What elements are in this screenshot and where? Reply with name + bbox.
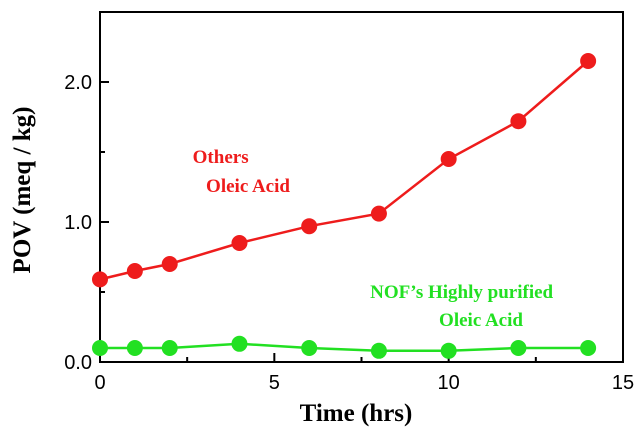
data-point-s0 bbox=[580, 53, 597, 69]
data-point-s1 bbox=[301, 340, 318, 356]
axis-ticks bbox=[99, 11, 624, 363]
data-point-s1 bbox=[510, 340, 527, 356]
data-point-s0 bbox=[440, 151, 457, 167]
series-label-others-line2: Oleic Acid bbox=[206, 176, 290, 197]
data-point-s0 bbox=[370, 205, 387, 222]
x-tick-labels: 0 5 10 15 bbox=[94, 372, 634, 394]
x-tick-label: 0 bbox=[94, 372, 105, 394]
data-point-s1 bbox=[92, 340, 108, 356]
x-axis-title: Time (hrs) bbox=[300, 400, 413, 427]
y-axis-title: POV (meq / kg) bbox=[9, 107, 36, 274]
y-tick-label: 1.0 bbox=[64, 212, 92, 234]
data-point-s0 bbox=[92, 271, 108, 288]
series-lines bbox=[99, 60, 589, 353]
data-point-s1 bbox=[231, 335, 248, 352]
data-point-s0 bbox=[510, 113, 527, 130]
data-point-s1 bbox=[126, 340, 143, 356]
data-point-s1 bbox=[370, 342, 387, 359]
series-label-nof-line1: NOF’s Highly purified bbox=[370, 282, 553, 303]
data-point-s1 bbox=[440, 342, 457, 359]
data-point-s0 bbox=[126, 263, 143, 279]
data-point-s0 bbox=[161, 256, 178, 272]
plot-frame bbox=[99, 11, 624, 363]
series-line-0 bbox=[99, 60, 589, 281]
y-tick-labels: 0.0 1.0 2.0 bbox=[64, 72, 92, 374]
series-points bbox=[92, 53, 597, 359]
data-point-s1 bbox=[580, 340, 597, 356]
y-tick-label: 0.0 bbox=[64, 352, 92, 374]
x-tick-label: 15 bbox=[612, 372, 634, 394]
series-label-nof-line2: Oleic Acid bbox=[439, 310, 523, 331]
data-point-s0 bbox=[301, 218, 318, 235]
series-label-others: Others Oleic Acid bbox=[193, 147, 291, 197]
y-tick-label: 2.0 bbox=[64, 72, 92, 94]
x-tick-label: 5 bbox=[269, 372, 280, 394]
series-label-others-line1: Others bbox=[193, 147, 249, 168]
x-tick-label: 10 bbox=[438, 372, 460, 394]
series-label-nof: NOF’s Highly purified Oleic Acid bbox=[370, 282, 558, 331]
data-point-s0 bbox=[231, 235, 248, 251]
data-point-s1 bbox=[161, 340, 178, 356]
